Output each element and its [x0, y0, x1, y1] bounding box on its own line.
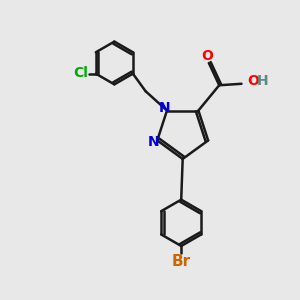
Text: N: N [159, 101, 170, 115]
Text: H: H [257, 74, 269, 88]
Text: O: O [247, 74, 259, 88]
Text: Br: Br [172, 254, 191, 269]
Text: O: O [201, 50, 213, 63]
Text: N: N [148, 135, 160, 149]
Text: Cl: Cl [74, 66, 88, 80]
